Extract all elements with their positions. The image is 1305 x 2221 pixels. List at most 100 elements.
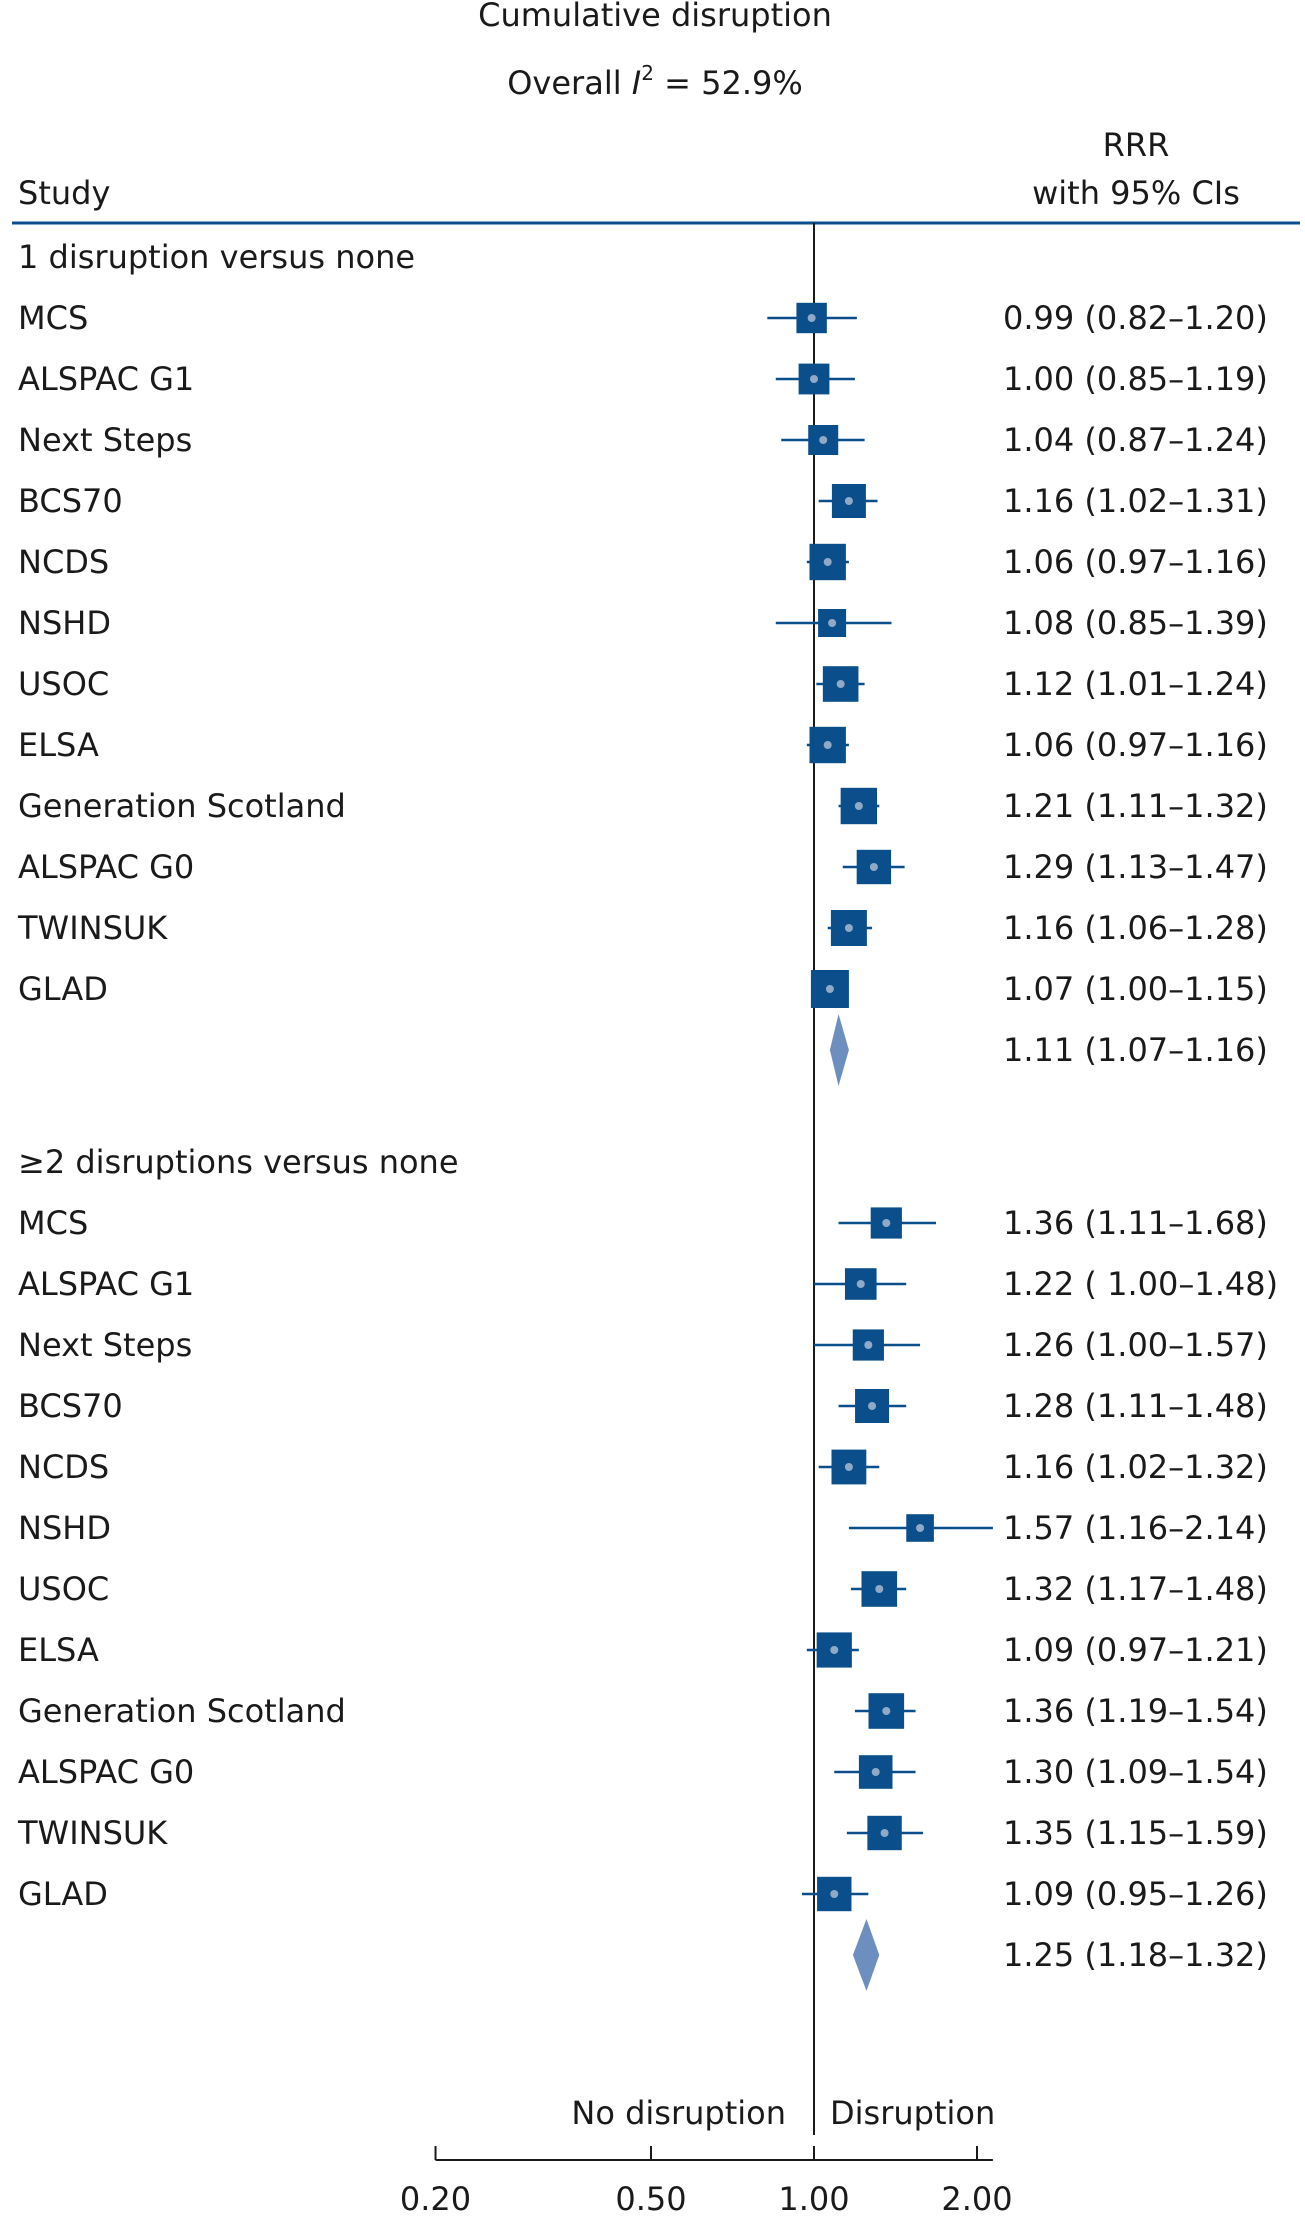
study-row: Next Steps 1.26 (1.00–1.57) — [18, 1326, 1268, 1364]
study-name: ALSPAC G1 — [18, 1265, 194, 1303]
point-estimate-dot — [810, 375, 818, 383]
study-name: Next Steps — [18, 1326, 192, 1364]
pooled-rrr-ci-value: 1.11 (1.07–1.16) — [1003, 1031, 1268, 1069]
point-estimate-dot — [823, 741, 832, 749]
study-name: ALSPAC G0 — [18, 1753, 194, 1791]
x-axis: No disruption Disruption 0.20 0.50 1.00 2.00 — [400, 2094, 1013, 2218]
study-name: Generation Scotland — [18, 1692, 346, 1730]
study-row: NCDS 1.06 (0.97–1.16) — [18, 543, 1268, 581]
study-row: TWINSUK 1.35 (1.15–1.59) — [17, 1814, 1268, 1852]
study-name: ELSA — [18, 1631, 99, 1669]
rrr-ci-value: 1.16 (1.06–1.28) — [1003, 909, 1268, 947]
point-estimate-dot — [882, 1707, 891, 1715]
study-row: BCS70 1.16 (1.02–1.31) — [18, 482, 1268, 520]
x-tick-label: 0.20 — [400, 2180, 471, 2218]
rrr-ci-value: 1.00 (0.85–1.19) — [1003, 360, 1268, 398]
point-estimate-dot — [825, 985, 834, 993]
subgroup-label: 1 disruption versus none — [18, 238, 415, 276]
rrr-ci-value: 1.12 (1.01–1.24) — [1003, 665, 1268, 703]
point-estimate-dot — [819, 436, 828, 444]
study-row: Next Steps 1.04 (0.87–1.24) — [18, 421, 1268, 459]
direction-label-right: Disruption — [830, 2094, 995, 2132]
subgroup-2: ≥2 disruptions versus none MCS 1.36 (1.11–… — [17, 1143, 1278, 1991]
study-name: Next Steps — [18, 421, 192, 459]
point-estimate-dot — [882, 1219, 891, 1227]
point-estimate-dot — [864, 1341, 873, 1349]
study-row: BCS70 1.28 (1.11–1.48) — [18, 1387, 1268, 1425]
x-tick-label: 0.50 — [615, 2180, 686, 2218]
study-name: ALSPAC G1 — [18, 360, 194, 398]
rrr-ci-value: 1.07 (1.00–1.15) — [1003, 970, 1268, 1008]
rrr-ci-value: 1.09 (0.97–1.21) — [1003, 1631, 1268, 1669]
study-row: GLAD 1.07 (1.00–1.15) — [18, 970, 1268, 1008]
study-name: GLAD — [18, 1875, 108, 1913]
rrr-ci-value: 1.32 (1.17–1.48) — [1003, 1570, 1268, 1608]
heterogeneity-superscript: 2 — [641, 61, 654, 85]
study-row: MCS 0.99 (0.82–1.20) — [18, 299, 1268, 337]
point-estimate-dot — [916, 1524, 925, 1532]
rrr-ci-value: 1.28 (1.11–1.48) — [1003, 1387, 1268, 1425]
study-name: MCS — [18, 299, 88, 337]
heterogeneity-prefix: Overall — [507, 64, 632, 102]
study-row: TWINSUK 1.16 (1.06–1.28) — [17, 909, 1268, 947]
study-name: GLAD — [18, 970, 108, 1008]
rrr-ci-value: 1.22 ( 1.00–1.48) — [1003, 1265, 1278, 1303]
rrr-ci-value: 1.57 (1.16–2.14) — [1003, 1509, 1268, 1547]
study-row: Generation Scotland 1.36 (1.19–1.54) — [18, 1692, 1268, 1730]
study-row: ALSPAC G0 1.30 (1.09–1.54) — [18, 1753, 1268, 1791]
study-name: NSHD — [18, 1509, 111, 1547]
study-name: TWINSUK — [17, 1814, 168, 1852]
point-estimate-dot — [830, 1646, 839, 1654]
study-name: ELSA — [18, 726, 99, 764]
study-row: ALSPAC G0 1.29 (1.13–1.47) — [18, 848, 1268, 886]
study-name: NSHD — [18, 604, 111, 642]
rrr-ci-value: 1.36 (1.11–1.68) — [1003, 1204, 1268, 1242]
point-estimate-dot — [830, 1890, 839, 1898]
study-name: MCS — [18, 1204, 88, 1242]
rrr-ci-value: 0.99 (0.82–1.20) — [1003, 299, 1268, 337]
rrr-ci-value: 1.30 (1.09–1.54) — [1003, 1753, 1268, 1791]
study-row: ALSPAC G1 1.00 (0.85–1.19) — [18, 360, 1268, 398]
point-estimate-dot — [836, 680, 845, 688]
study-name: BCS70 — [18, 1387, 123, 1425]
subgroup-label: ≥2 disruptions versus none — [18, 1143, 459, 1181]
point-estimate-dot — [823, 558, 832, 566]
heterogeneity-statistic: Overall I2 = 52.9% — [507, 61, 803, 102]
study-rows: 1 disruption versus none MCS 0.99 (0.82–1.… — [17, 238, 1278, 1991]
point-estimate-dot — [869, 863, 878, 871]
study-row: GLAD 1.09 (0.95–1.26) — [18, 1875, 1268, 1913]
x-tick-label: 1.00 — [778, 2180, 849, 2218]
study-row: ELSA 1.09 (0.97–1.21) — [18, 1631, 1268, 1669]
pooled-estimate-diamond — [829, 1014, 849, 1086]
study-name: Generation Scotland — [18, 787, 346, 825]
study-row: ELSA 1.06 (0.97–1.16) — [18, 726, 1268, 764]
pooled-row: 1.25 (1.18–1.32) — [852, 1919, 1268, 1991]
point-estimate-dot — [856, 1280, 865, 1288]
chart-title: Cumulative disruption — [478, 0, 832, 34]
rrr-ci-value: 1.04 (0.87–1.24) — [1003, 421, 1268, 459]
subgroup-1: 1 disruption versus none MCS 0.99 (0.82–1.… — [17, 238, 1268, 1086]
column-header-ci: with 95% CIs — [1032, 174, 1240, 212]
rrr-ci-value: 1.06 (0.97–1.16) — [1003, 726, 1268, 764]
direction-label-left: No disruption — [571, 2094, 786, 2132]
point-estimate-dot — [828, 619, 837, 627]
study-name: USOC — [18, 1570, 109, 1608]
rrr-ci-value: 1.16 (1.02–1.32) — [1003, 1448, 1268, 1486]
point-estimate-dot — [844, 1463, 853, 1471]
study-row: MCS 1.36 (1.11–1.68) — [18, 1204, 1268, 1242]
pooled-estimate-diamond — [852, 1919, 880, 1991]
column-header-study: Study — [18, 174, 110, 212]
pooled-row: 1.11 (1.07–1.16) — [829, 1014, 1268, 1086]
rrr-ci-value: 1.36 (1.19–1.54) — [1003, 1692, 1268, 1730]
heterogeneity-value: = 52.9% — [654, 64, 803, 102]
pooled-rrr-ci-value: 1.25 (1.18–1.32) — [1003, 1936, 1268, 1974]
point-estimate-dot — [880, 1829, 889, 1837]
rrr-ci-value: 1.09 (0.95–1.26) — [1003, 1875, 1268, 1913]
study-name: TWINSUK — [17, 909, 168, 947]
rrr-ci-value: 1.35 (1.15–1.59) — [1003, 1814, 1268, 1852]
point-estimate-dot — [807, 314, 816, 322]
rrr-ci-value: 1.16 (1.02–1.31) — [1003, 482, 1268, 520]
study-row: NCDS 1.16 (1.02–1.32) — [18, 1448, 1268, 1486]
study-row: Generation Scotland 1.21 (1.11–1.32) — [18, 787, 1268, 825]
